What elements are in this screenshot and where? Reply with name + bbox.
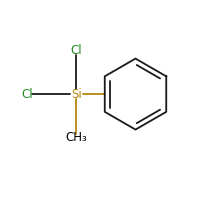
Text: Si: Si bbox=[71, 88, 82, 101]
Text: Cl: Cl bbox=[71, 44, 82, 57]
Text: CH₃: CH₃ bbox=[65, 131, 87, 144]
Text: Cl: Cl bbox=[21, 88, 33, 101]
